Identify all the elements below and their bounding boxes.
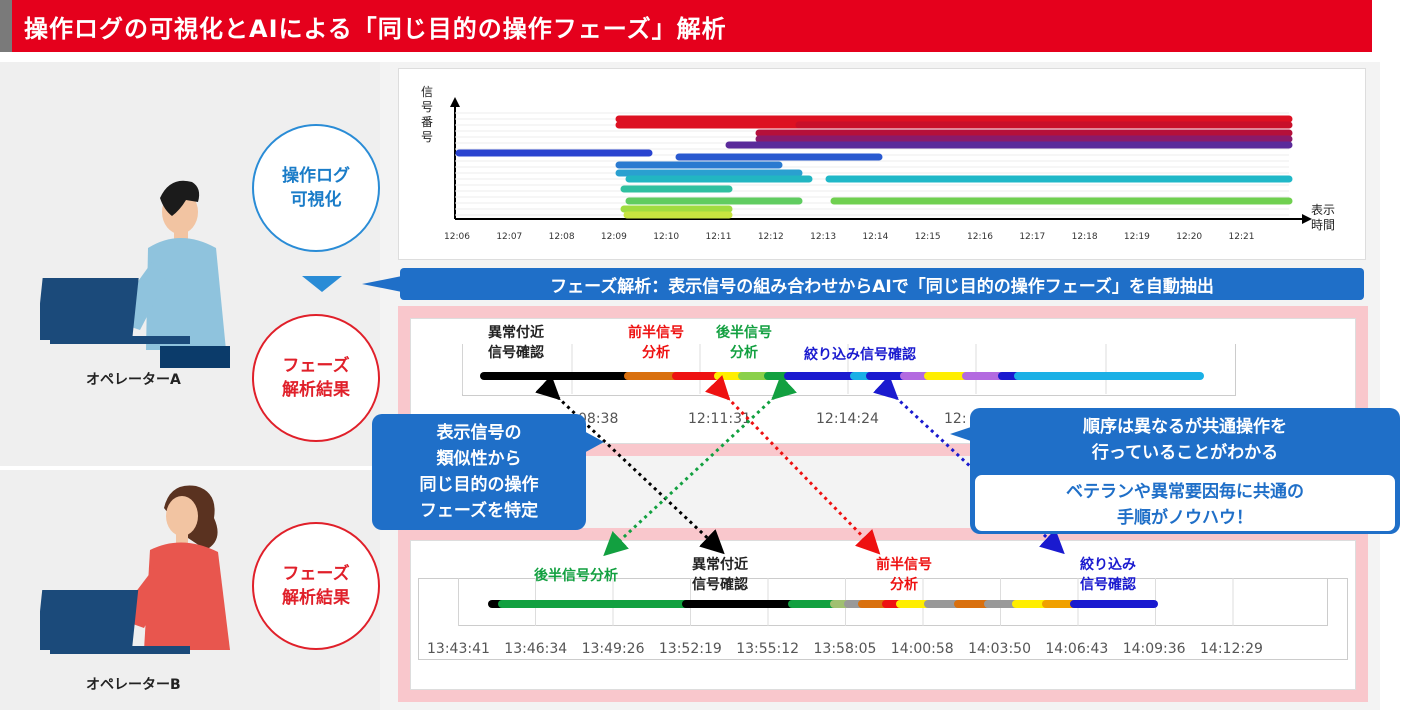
operator-a-illustration [40, 180, 230, 368]
label-line: 前半信号 [628, 325, 684, 341]
tick-b: 13:52:19 [658, 641, 722, 657]
x-tick: 12:17 [1019, 232, 1045, 242]
log-visualization-circle: 操作ログ 可視化 [252, 124, 380, 252]
phase-analysis-band: フェーズ解析：表示信号の組み合わせからAIで「同じ目的の操作フェーズ」を自動抽出 [400, 268, 1364, 300]
tick-b: 14:12:29 [1200, 641, 1263, 657]
x-tick: 12:06 [444, 232, 470, 242]
tick-b: 14:06:43 [1045, 641, 1109, 657]
x-tick: 12:12 [758, 232, 784, 242]
label-b-second-half: 後半信号分析 [534, 568, 618, 584]
label-line: 後半信号 [716, 325, 772, 341]
phase-result-circle-b: フェーズ 解析結果 [252, 522, 380, 650]
y-axis-label: 信 号 番 号 [421, 85, 433, 145]
ylabel-char: 号 [421, 100, 434, 114]
x-axis-label: 表示 時間 [1311, 203, 1335, 233]
x-tick: 12:21 [1229, 232, 1255, 242]
log-viz-line1: 操作ログ [282, 166, 350, 186]
label-a-second-half: 後半信号 分析 [716, 323, 772, 363]
x-tick: 12:16 [967, 232, 993, 242]
callout-line: 行っていることがわかる [1091, 443, 1279, 463]
x-tick: 12:19 [1124, 232, 1150, 242]
x-tick: 12:14 [862, 232, 888, 242]
page-title: 操作ログの可視化とAIによる「同じ目的の操作フェーズ」解析 [24, 15, 727, 43]
label-b-first-half: 前半信号 分析 [876, 555, 932, 595]
x-tick: 12:11 [706, 232, 732, 242]
callout-line: ベテランや異常要因毎に共通の [1066, 482, 1304, 502]
result-b-line1: フェーズ [282, 564, 350, 584]
arrow-second-half [603, 375, 797, 557]
operator-a-label: オペレーターA [86, 372, 181, 388]
tick-b: 13:49:26 [581, 641, 645, 657]
label-line: 信号確認 [1080, 577, 1136, 593]
callout-line: 順序は異なるが共通操作を [1083, 417, 1287, 437]
similarity-callout: 表示信号の 類似性から 同じ目的の操作 フェーズを特定 [372, 414, 586, 530]
label-line: 絞り込み [1080, 557, 1136, 573]
tick-b: 13:46:34 [504, 641, 568, 657]
label-b-abnormal: 異常付近 信号確認 [692, 555, 748, 595]
label-line: 異常付近 [488, 325, 544, 341]
operator-b-illustration [40, 485, 230, 654]
x-tick: 12:07 [496, 232, 522, 242]
label-line: 分析 [730, 345, 758, 361]
label-line: 分析 [642, 345, 670, 361]
label-line: 信号確認 [692, 577, 748, 593]
callout-pointer-icon [582, 430, 604, 454]
label-line: 異常付近 [692, 557, 748, 573]
y-axis-arrow-icon [450, 97, 460, 107]
callout-line: 表示信号の [436, 423, 522, 443]
label-line: 分析 [890, 577, 918, 593]
log-chart-svg: 12:06 12:07 12:08 12:09 12:10 12:11 12:12 12:13… [444, 97, 1312, 242]
tick-b: 14:09:36 [1122, 641, 1186, 657]
x-tick: 12:13 [810, 232, 836, 242]
callout-line: 類似性から [436, 449, 522, 469]
tick-b: 14:00:58 [890, 641, 954, 657]
timeline-b-frame [418, 578, 1348, 660]
xlabel-line2: 時間 [1311, 218, 1336, 232]
result-a-line2: 解析結果 [282, 380, 350, 400]
result-a-line1: フェーズ [282, 356, 350, 376]
x-tick: 12:15 [915, 232, 941, 242]
operator-b-label: オペレーターB [86, 677, 181, 693]
x-tick: 12:08 [549, 232, 575, 242]
x-tick: 12:10 [653, 232, 679, 242]
knowhow-callout: ベテランや異常要因毎に共通の 手順がノウハウ！ [972, 472, 1398, 534]
log-viz-line2: 可視化 [290, 190, 342, 210]
tick-b: 13:43:41 [427, 641, 490, 657]
label-a-abnormal: 異常付近 信号確認 [488, 323, 544, 363]
tick-b: 14:03:50 [968, 641, 1031, 657]
label-b-narrow: 絞り込み 信号確認 [1080, 555, 1136, 595]
label-a-first-half: 前半信号 分析 [628, 323, 684, 363]
x-tick: 12:20 [1176, 232, 1202, 242]
label-line: 信号確認 [488, 345, 544, 361]
ylabel-char: 号 [421, 130, 434, 144]
title-banner [0, 0, 1372, 52]
xlabel-line1: 表示 [1311, 203, 1336, 217]
label-a-narrow: 絞り込み信号確認 [804, 347, 916, 363]
phase-result-circle-a: フェーズ 解析結果 [252, 314, 380, 442]
band-pointer-icon [362, 276, 402, 292]
tick-b: 13:58:05 [813, 641, 877, 657]
log-visualization-chart: 12:06 12:07 12:08 12:09 12:10 12:11 12:12 12:13… [398, 68, 1366, 260]
label-line: 前半信号 [876, 557, 932, 573]
callout-line: 同じ目的の操作 [419, 475, 539, 495]
arrow-first-half [705, 375, 881, 555]
x-tick: 12:18 [1072, 232, 1098, 242]
timeline-b [458, 578, 1234, 626]
tick-b: 13:55:12 [736, 641, 800, 657]
callout-line: 手順がノウハウ！ [1117, 508, 1253, 528]
x-axis-arrow-icon [1302, 214, 1312, 224]
ylabel-char: 信 [421, 85, 434, 99]
divider [0, 466, 400, 469]
title-banner-tab [0, 0, 12, 52]
callout-line: フェーズを特定 [419, 501, 539, 521]
result-b-line2: 解析結果 [282, 588, 350, 608]
x-tick: 12:09 [601, 232, 627, 242]
down-arrow-icon [302, 276, 342, 292]
ylabel-char: 番 [421, 115, 434, 129]
